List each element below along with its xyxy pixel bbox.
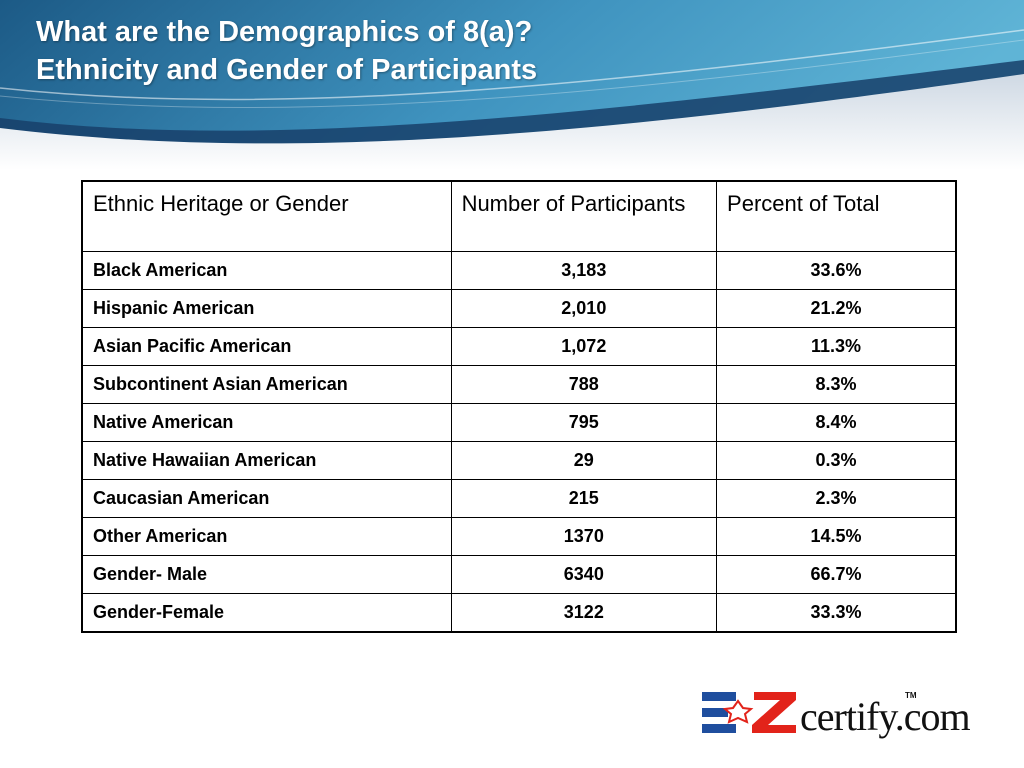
column-header-percent-of-total: Percent of Total — [716, 180, 957, 252]
column-header-number-of-participants: Number of Participants — [450, 180, 718, 252]
logo-z-letter — [752, 692, 796, 733]
demographics-table: Ethnic Heritage or Gender Number of Part… — [81, 180, 957, 633]
participants-count: 215 — [450, 478, 718, 518]
table-row: Native American 795 8.4% — [81, 402, 957, 442]
participants-count: 788 — [450, 364, 718, 404]
percent-of-total: 14.5% — [716, 516, 957, 556]
row-label: Black American — [81, 250, 452, 290]
percent-of-total: 33.3% — [716, 592, 957, 632]
participants-count: 29 — [450, 440, 718, 480]
participants-count: 795 — [450, 402, 718, 442]
row-label: Caucasian American — [81, 478, 452, 518]
slide-title: What are the Demographics of 8(a)? Ethni… — [36, 13, 537, 89]
percent-of-total: 8.3% — [716, 364, 957, 404]
row-label: Gender-Female — [81, 592, 452, 632]
table-row: Native Hawaiian American 29 0.3% — [81, 440, 957, 480]
table-row: Hispanic American 2,010 21.2% — [81, 288, 957, 328]
table-row: Gender-Female 3122 33.3% — [81, 592, 957, 632]
title-line-1: What are the Demographics of 8(a)? — [36, 16, 533, 48]
header-banner — [0, 0, 1024, 170]
row-label: Asian Pacific American — [81, 326, 452, 366]
percent-of-total: 11.3% — [716, 326, 957, 366]
column-header-ethnic-heritage: Ethnic Heritage or Gender — [81, 180, 452, 252]
participants-count: 1,072 — [450, 326, 718, 366]
star-icon — [722, 699, 754, 724]
logo-e-bottom-bar — [702, 724, 736, 733]
row-label: Hispanic American — [81, 288, 452, 328]
participants-count: 2,010 — [450, 288, 718, 328]
row-label: Native American — [81, 402, 452, 442]
logo-e-middle-bar — [702, 708, 728, 717]
logo-trademark: TM — [905, 691, 917, 700]
table-row: Gender- Male 6340 66.7% — [81, 554, 957, 594]
row-label: Other American — [81, 516, 452, 556]
table-row: Subcontinent Asian American 788 8.3% — [81, 364, 957, 404]
row-label: Native Hawaiian American — [81, 440, 452, 480]
table-row: Caucasian American 215 2.3% — [81, 478, 957, 518]
percent-of-total: 8.4% — [716, 402, 957, 442]
percent-of-total: 0.3% — [716, 440, 957, 480]
title-line-2: Ethnicity and Gender of Participants — [36, 54, 538, 86]
percent-of-total: 21.2% — [716, 288, 957, 328]
participants-count: 1370 — [450, 516, 718, 556]
ezcertify-logo: certify.com TM — [702, 691, 972, 739]
participants-count: 6340 — [450, 554, 718, 594]
table-row: Asian Pacific American 1,072 11.3% — [81, 326, 957, 366]
row-label: Gender- Male — [81, 554, 452, 594]
table-header-row: Ethnic Heritage or Gender Number of Part… — [81, 180, 957, 252]
logo-e-top-bar — [702, 692, 736, 701]
percent-of-total: 66.7% — [716, 554, 957, 594]
table-row: Black American 3,183 33.6% — [81, 250, 957, 290]
row-label: Subcontinent Asian American — [81, 364, 452, 404]
percent-of-total: 33.6% — [716, 250, 957, 290]
participants-count: 3,183 — [450, 250, 718, 290]
participants-count: 3122 — [450, 592, 718, 632]
table-row: Other American 1370 14.5% — [81, 516, 957, 556]
logo-wordmark: certify.com — [800, 694, 971, 739]
percent-of-total: 2.3% — [716, 478, 957, 518]
